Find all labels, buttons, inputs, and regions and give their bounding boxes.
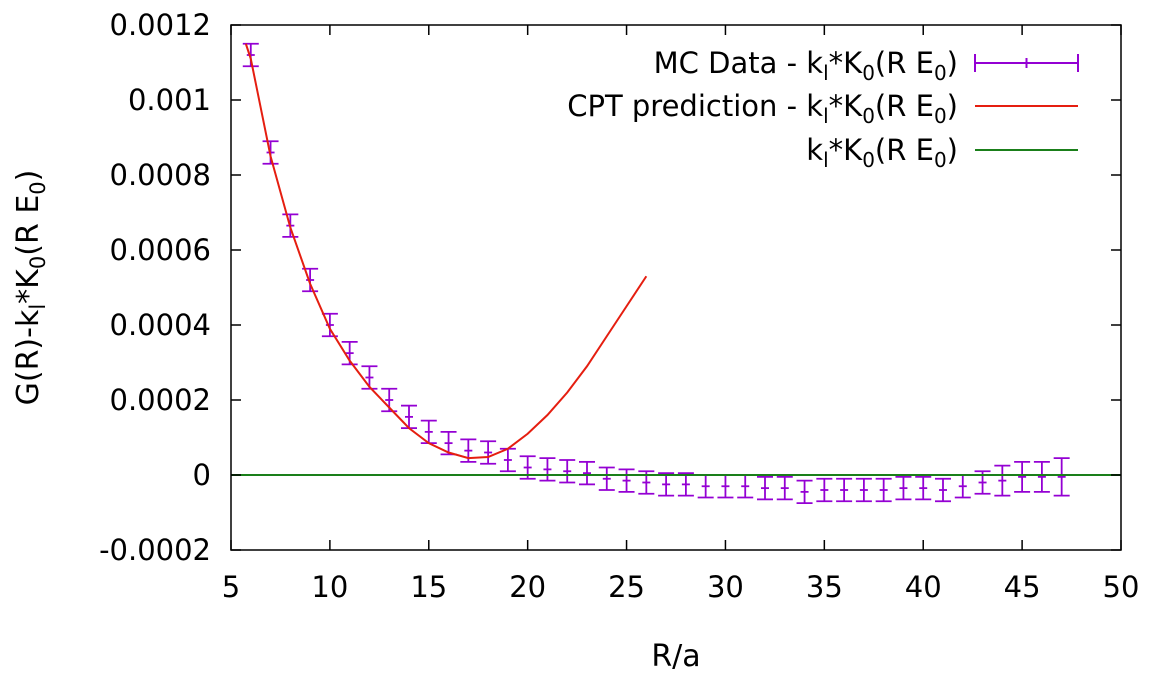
legend-label: MC Data - kl*K0(R E0): [654, 46, 958, 85]
mc-data-point: [618, 468, 635, 493]
label-subscript: 0: [26, 256, 50, 269]
label-subscript: l: [823, 61, 829, 85]
mc-data-point: [420, 419, 437, 445]
x-tick-label: 20: [509, 570, 546, 604]
label-subscript: 0: [862, 104, 875, 128]
mc-data-point: [895, 475, 912, 501]
x-tick-label: 15: [410, 570, 447, 604]
label-part: (R E: [875, 89, 934, 123]
mc-data-point: [915, 475, 932, 501]
mc-data-point: [598, 466, 615, 491]
plot-frame: [230, 24, 1122, 551]
x-tick-label: 10: [311, 570, 348, 604]
x-tick-label: 35: [806, 570, 843, 604]
legend: MC Data - kl*K0(R E0)CPT prediction - kl…: [567, 46, 1079, 172]
label-part: *K: [829, 133, 864, 167]
legend-label: CPT prediction - kl*K0(R E0): [567, 89, 958, 128]
label-part: G(R)-k: [11, 309, 46, 405]
mc-data-point: [559, 459, 576, 484]
label-part: ): [947, 89, 958, 123]
mc-data-point: [875, 477, 892, 503]
y-tick-label: 0.0002: [110, 383, 211, 417]
y-tick-label: 0.0004: [110, 308, 211, 342]
x-tick-label: 5: [222, 570, 240, 604]
mc-data-point: [796, 479, 813, 505]
y-tick-label: 0.0006: [110, 233, 211, 267]
mc-data-point: [1033, 460, 1050, 493]
mc-data-point: [302, 267, 319, 293]
label-part: ): [947, 46, 958, 80]
x-tick-label: 50: [1103, 570, 1140, 604]
label-part: *K: [829, 46, 864, 80]
label-subscript: 0: [862, 61, 875, 85]
label-subscript: 0: [934, 104, 947, 128]
mc-data-point: [638, 470, 655, 495]
y-axis-title: G(R)-kl*K0(R E0): [11, 170, 50, 406]
label-part: ): [947, 133, 958, 167]
x-tick-label: 30: [707, 570, 744, 604]
cpt-prediction-line: [244, 43, 648, 460]
label-subscript: l: [26, 304, 50, 310]
mc-data-point: [361, 365, 378, 390]
y-tick-label: 0.001: [128, 83, 211, 117]
mc-data-point: [776, 475, 793, 501]
x-tick-label: 25: [608, 570, 645, 604]
x-axis-title: R/a: [651, 639, 700, 674]
mc-data-point: [954, 474, 971, 499]
label-part: (R E: [875, 46, 934, 80]
mc-data-point: [994, 464, 1011, 497]
x-tick-label: 40: [905, 570, 942, 604]
label-subscript: l: [823, 148, 829, 172]
y-tick-label: 0.0008: [110, 158, 211, 192]
mc-data-point: [579, 460, 595, 486]
mc-data-point: [677, 472, 694, 497]
mc-data-point: [1053, 457, 1070, 497]
y-tick-label: 0: [193, 458, 211, 492]
label-part: *K: [829, 89, 864, 123]
y-tick-label: 0.0012: [110, 8, 211, 42]
label-subscript: 0: [934, 61, 947, 85]
x-tick-label: 45: [1004, 570, 1041, 604]
label-part: ): [11, 170, 46, 182]
mc-data-point: [816, 477, 833, 503]
label-subscript: 0: [862, 148, 875, 172]
mc-data-point: [480, 440, 497, 465]
label-part: (R E: [875, 133, 934, 167]
mc-data-point: [757, 475, 773, 501]
mc-data-point: [717, 474, 734, 499]
label-part: MC Data - k: [654, 46, 824, 80]
y-tick-label: -0.0002: [99, 533, 211, 567]
mc-data-point: [1014, 460, 1031, 493]
y-axis-title-text: G(R)-kl*K0(R E0): [11, 170, 50, 406]
legend-label: kl*K0(R E0): [806, 133, 958, 172]
label-part: CPT prediction - k: [567, 89, 823, 123]
mc-data-point: [539, 457, 556, 482]
mc-data-point: [697, 474, 714, 499]
mc-data-point: [658, 472, 675, 497]
mc-data-point: [440, 430, 457, 456]
mc-data-point: [401, 404, 417, 430]
label-subscript: l: [823, 104, 829, 128]
mc-data-point: [737, 474, 754, 499]
mc-data-point: [855, 477, 872, 503]
label-part: k: [806, 133, 823, 167]
mc-data-point: [935, 477, 951, 503]
label-part: *K: [11, 268, 46, 304]
mc-data-point: [836, 477, 853, 503]
label-subscript: 0: [26, 181, 50, 194]
label-part: (R E: [11, 195, 46, 256]
label-subscript: 0: [934, 148, 947, 172]
series-layer: [231, 42, 1121, 505]
ticks-layer: 5 10 15 20 25 30 35 40 45 50 -0.0002 0 0.0002 0.0004 0…: [99, 8, 1139, 604]
